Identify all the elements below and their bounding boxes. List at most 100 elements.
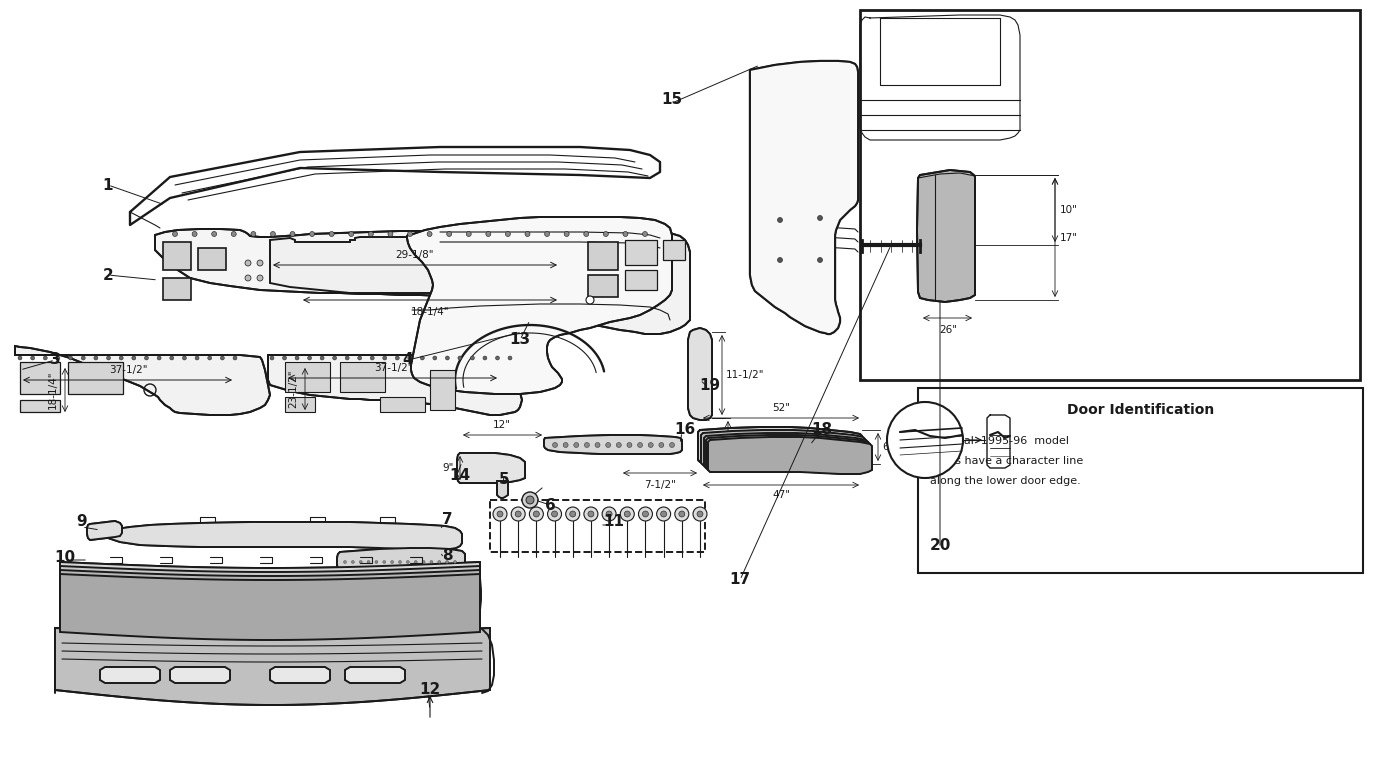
Circle shape — [584, 231, 589, 237]
Circle shape — [432, 356, 437, 360]
Circle shape — [545, 231, 549, 237]
Circle shape — [777, 217, 783, 223]
Circle shape — [446, 560, 449, 564]
Text: 47": 47" — [772, 490, 789, 500]
Circle shape — [119, 356, 124, 360]
Circle shape — [659, 442, 665, 448]
Circle shape — [406, 560, 409, 564]
Bar — [919, 388, 1363, 573]
Circle shape — [309, 231, 314, 237]
Circle shape — [887, 402, 962, 478]
Polygon shape — [60, 570, 481, 636]
Text: 11-1/2": 11-1/2" — [726, 370, 765, 380]
Text: 16: 16 — [674, 423, 696, 438]
Text: 18-1/4": 18-1/4" — [48, 371, 58, 409]
Circle shape — [44, 356, 47, 360]
Polygon shape — [336, 548, 465, 574]
Circle shape — [616, 442, 622, 448]
Circle shape — [648, 442, 654, 448]
Bar — [859, 10, 1361, 380]
Polygon shape — [917, 170, 975, 302]
Circle shape — [211, 231, 217, 237]
Circle shape — [777, 257, 783, 263]
Polygon shape — [702, 430, 865, 467]
Circle shape — [183, 356, 187, 360]
Bar — [21, 362, 60, 394]
Circle shape — [360, 560, 362, 564]
Circle shape — [595, 442, 600, 448]
Text: 9": 9" — [442, 463, 454, 473]
Circle shape — [389, 231, 393, 237]
Circle shape — [93, 356, 97, 360]
Polygon shape — [15, 346, 270, 415]
Circle shape — [132, 356, 136, 360]
Text: doors have a character line: doors have a character line — [930, 456, 1083, 466]
Circle shape — [584, 507, 597, 521]
Circle shape — [430, 560, 432, 564]
Circle shape — [383, 356, 387, 360]
Bar — [163, 242, 191, 270]
Text: 18: 18 — [811, 423, 832, 438]
Circle shape — [522, 492, 538, 508]
Circle shape — [244, 275, 251, 281]
Circle shape — [453, 560, 456, 564]
Circle shape — [420, 356, 424, 360]
Text: 15: 15 — [662, 93, 682, 107]
Text: along the lower door edge.: along the lower door edge. — [930, 476, 1081, 486]
Polygon shape — [345, 667, 405, 683]
Circle shape — [446, 231, 452, 237]
Circle shape — [18, 356, 22, 360]
Bar — [198, 248, 227, 270]
Circle shape — [30, 356, 34, 360]
Circle shape — [637, 442, 643, 448]
Polygon shape — [268, 355, 522, 415]
Circle shape — [383, 560, 386, 564]
Polygon shape — [170, 667, 231, 683]
Circle shape — [552, 442, 557, 448]
Circle shape — [107, 356, 111, 360]
Polygon shape — [706, 435, 870, 472]
Polygon shape — [708, 437, 872, 474]
Circle shape — [625, 511, 630, 517]
Text: 3: 3 — [49, 352, 60, 367]
Bar — [341, 362, 384, 392]
Text: 5: 5 — [498, 472, 509, 488]
Circle shape — [621, 507, 634, 521]
Text: 12": 12" — [493, 420, 511, 430]
Circle shape — [496, 356, 500, 360]
Polygon shape — [60, 574, 481, 640]
Circle shape — [343, 560, 346, 564]
Circle shape — [244, 260, 251, 266]
Bar — [630, 242, 655, 264]
Circle shape — [497, 511, 503, 517]
Circle shape — [408, 356, 412, 360]
Circle shape — [257, 260, 264, 266]
Circle shape — [375, 560, 378, 564]
Circle shape — [563, 442, 568, 448]
Bar — [69, 362, 124, 394]
Circle shape — [643, 231, 648, 237]
Polygon shape — [86, 521, 122, 540]
Text: 16": 16" — [732, 434, 750, 444]
Circle shape — [56, 356, 60, 360]
Polygon shape — [60, 562, 481, 628]
Text: Door Identification: Door Identification — [1067, 403, 1214, 417]
Bar — [588, 242, 618, 270]
Circle shape — [566, 507, 579, 521]
Circle shape — [605, 511, 612, 517]
Circle shape — [570, 511, 575, 517]
Circle shape — [251, 231, 255, 237]
Circle shape — [283, 356, 287, 360]
Circle shape — [445, 356, 449, 360]
Bar — [625, 270, 658, 290]
Circle shape — [233, 356, 238, 360]
Circle shape — [605, 442, 611, 448]
Text: 7-1/2": 7-1/2" — [644, 480, 676, 490]
Text: 23-1/2": 23-1/2" — [288, 369, 298, 408]
Circle shape — [817, 216, 822, 220]
Circle shape — [231, 231, 236, 237]
Circle shape — [574, 442, 579, 448]
Polygon shape — [270, 667, 330, 683]
Circle shape — [643, 511, 648, 517]
Circle shape — [368, 231, 373, 237]
